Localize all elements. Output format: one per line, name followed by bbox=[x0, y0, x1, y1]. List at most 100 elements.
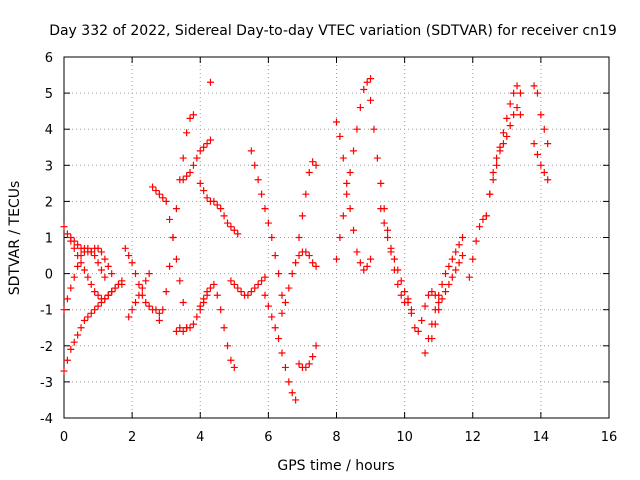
data-point bbox=[176, 324, 184, 332]
series-arc-r bbox=[295, 158, 320, 241]
data-point bbox=[360, 85, 368, 93]
data-point bbox=[128, 259, 136, 267]
data-point bbox=[159, 194, 167, 202]
data-point bbox=[132, 298, 140, 306]
data-point bbox=[220, 212, 228, 220]
data-point bbox=[493, 154, 501, 162]
series-arc-b-asc bbox=[60, 280, 126, 375]
data-point bbox=[343, 179, 351, 187]
y-axis-label: SDTVAR / TECUs bbox=[7, 181, 23, 296]
data-point bbox=[227, 277, 235, 285]
data-point bbox=[138, 284, 146, 292]
data-point bbox=[377, 205, 385, 213]
data-point bbox=[186, 324, 194, 332]
data-point bbox=[305, 360, 313, 368]
x-tick-label: 0 bbox=[60, 430, 68, 445]
data-point bbox=[251, 161, 259, 169]
data-point bbox=[206, 78, 214, 86]
data-point bbox=[418, 317, 426, 325]
data-point bbox=[533, 150, 541, 158]
series-arc-j bbox=[179, 136, 214, 184]
series-arc-i bbox=[172, 291, 211, 335]
x-tick-label: 6 bbox=[264, 430, 272, 445]
data-point bbox=[97, 248, 105, 256]
data-point bbox=[77, 252, 85, 260]
data-point bbox=[302, 363, 310, 371]
data-point bbox=[271, 324, 279, 332]
data-point bbox=[503, 114, 511, 122]
data-point bbox=[510, 89, 518, 97]
data-point bbox=[288, 389, 296, 397]
data-point bbox=[230, 280, 238, 288]
data-point bbox=[227, 356, 235, 364]
data-points bbox=[60, 75, 552, 404]
data-point bbox=[346, 169, 354, 177]
data-point bbox=[363, 262, 371, 270]
data-point bbox=[60, 223, 68, 231]
data-point bbox=[94, 302, 102, 310]
data-point bbox=[275, 270, 283, 278]
data-point bbox=[63, 356, 71, 364]
data-point bbox=[162, 197, 170, 205]
y-tick-label: -3 bbox=[40, 376, 53, 391]
data-point bbox=[394, 266, 402, 274]
data-point bbox=[142, 277, 150, 285]
data-point bbox=[465, 273, 473, 281]
data-point bbox=[101, 255, 109, 263]
data-point bbox=[179, 176, 187, 184]
data-point bbox=[530, 82, 538, 90]
data-point bbox=[224, 219, 231, 227]
data-point bbox=[390, 255, 398, 263]
data-point bbox=[67, 345, 75, 353]
data-point bbox=[189, 320, 197, 328]
data-point bbox=[155, 190, 163, 198]
data-point bbox=[84, 273, 92, 281]
series-arc-s bbox=[333, 118, 375, 274]
data-point bbox=[258, 277, 266, 285]
data-point bbox=[80, 317, 88, 325]
data-point bbox=[404, 295, 412, 303]
series-arc-ab bbox=[486, 82, 524, 198]
data-point bbox=[121, 244, 129, 252]
y-tick-label: 2 bbox=[45, 195, 53, 210]
y-tick-label: -1 bbox=[40, 304, 53, 319]
data-point bbox=[186, 169, 194, 177]
data-point bbox=[179, 327, 187, 335]
data-point bbox=[445, 280, 453, 288]
data-point bbox=[278, 309, 286, 317]
data-point bbox=[155, 317, 163, 325]
data-point bbox=[183, 129, 191, 137]
data-point bbox=[169, 234, 177, 241]
data-point bbox=[244, 291, 252, 299]
data-point bbox=[179, 298, 187, 306]
data-point bbox=[108, 288, 116, 296]
series-arc-o bbox=[261, 291, 300, 404]
data-point bbox=[152, 306, 160, 314]
data-point bbox=[179, 154, 187, 162]
data-point bbox=[305, 169, 313, 177]
series-arc-k bbox=[196, 280, 238, 371]
data-point bbox=[295, 252, 303, 260]
data-point bbox=[200, 143, 208, 151]
data-point bbox=[135, 291, 143, 299]
data-point bbox=[261, 205, 269, 213]
series-arc-ad bbox=[530, 82, 552, 148]
data-point bbox=[353, 248, 361, 256]
data-point bbox=[285, 378, 293, 386]
data-point bbox=[452, 266, 460, 274]
data-point bbox=[455, 259, 463, 267]
data-point bbox=[70, 237, 78, 245]
data-point bbox=[533, 89, 541, 97]
data-point bbox=[87, 309, 95, 317]
data-point bbox=[278, 349, 286, 357]
data-point bbox=[203, 288, 211, 296]
data-point bbox=[442, 270, 449, 278]
data-point bbox=[142, 298, 150, 306]
data-point bbox=[424, 291, 432, 299]
data-point bbox=[213, 201, 221, 209]
data-point bbox=[544, 176, 552, 184]
data-point bbox=[94, 259, 102, 267]
data-point bbox=[414, 327, 422, 335]
data-point bbox=[84, 313, 92, 321]
data-point bbox=[251, 284, 259, 292]
